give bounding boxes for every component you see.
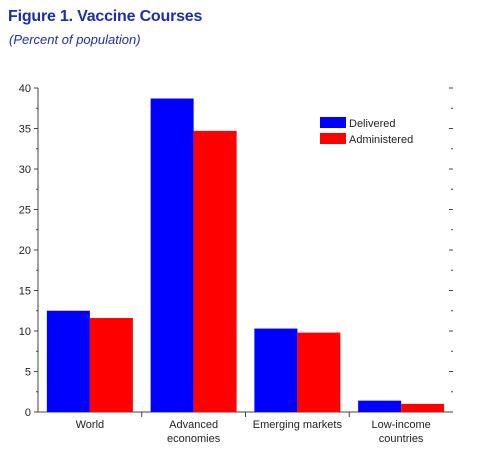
labels: 0 5 10 15 20 25 30 35 40 World Advanced economies Em…: [19, 83, 431, 445]
y-tick-label-40: 40: [19, 83, 31, 95]
category-label-line: Advanced: [169, 419, 218, 431]
bar-delivered-3: [358, 400, 402, 412]
y-tick-label-30: 30: [19, 164, 31, 176]
category-label-line: countries: [379, 433, 424, 445]
category-label-3: Low-income countries: [371, 419, 430, 445]
legend: Delivered Administered: [320, 117, 413, 146]
category-label-line: Low-income: [371, 419, 430, 431]
chart-title: Figure 1. Vaccine Courses: [8, 8, 203, 25]
y-tick-label-25: 25: [19, 205, 31, 217]
bar-administered-3: [401, 403, 445, 412]
category-label-line: Emerging markets: [253, 419, 343, 431]
y-tick-label-10: 10: [19, 326, 31, 338]
y-tick-label-5: 5: [25, 367, 31, 379]
bar-administered-1: [193, 130, 237, 412]
bar-delivered-1: [150, 98, 194, 412]
bars: [46, 98, 445, 412]
category-label-line: economies: [167, 433, 221, 445]
category-label-0: World: [76, 419, 105, 431]
bar-administered-0: [89, 318, 133, 412]
category-label-1: Advanced economies: [167, 419, 221, 445]
bar-administered-2: [297, 332, 341, 412]
bar-delivered-2: [254, 328, 298, 412]
y-tick-label-0: 0: [25, 407, 31, 419]
legend-swatch-administered: [320, 133, 346, 144]
y-tick-label-15: 15: [19, 286, 31, 298]
category-label-2: Emerging markets: [253, 419, 343, 431]
y-tick-label-20: 20: [19, 245, 31, 257]
legend-swatch-delivered: [320, 117, 346, 128]
bar-delivered-0: [46, 310, 90, 412]
chart-subtitle: (Percent of population): [9, 32, 141, 47]
category-label-line: World: [76, 419, 105, 431]
legend-label-administered: Administered: [349, 134, 413, 146]
legend-label-delivered: Delivered: [349, 118, 395, 130]
y-tick-label-35: 35: [19, 124, 31, 136]
